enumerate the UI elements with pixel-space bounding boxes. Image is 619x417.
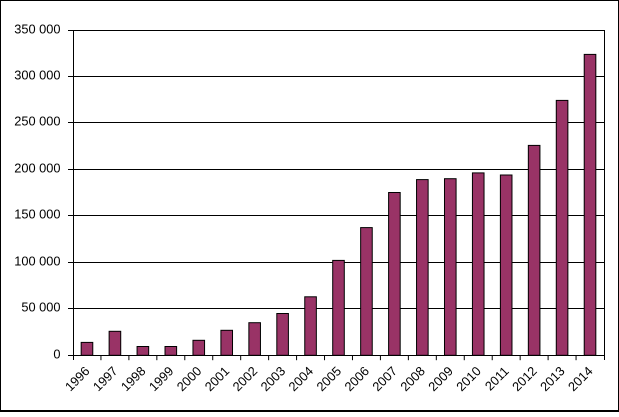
svg-text:0: 0 (53, 347, 60, 362)
svg-text:50 000: 50 000 (21, 300, 60, 315)
svg-text:200 000: 200 000 (14, 161, 60, 176)
svg-text:250 000: 250 000 (14, 114, 60, 129)
svg-text:100 000: 100 000 (14, 254, 60, 269)
svg-text:150 000: 150 000 (14, 207, 60, 222)
svg-text:350 000: 350 000 (14, 22, 60, 37)
svg-text:300 000: 300 000 (14, 68, 60, 83)
